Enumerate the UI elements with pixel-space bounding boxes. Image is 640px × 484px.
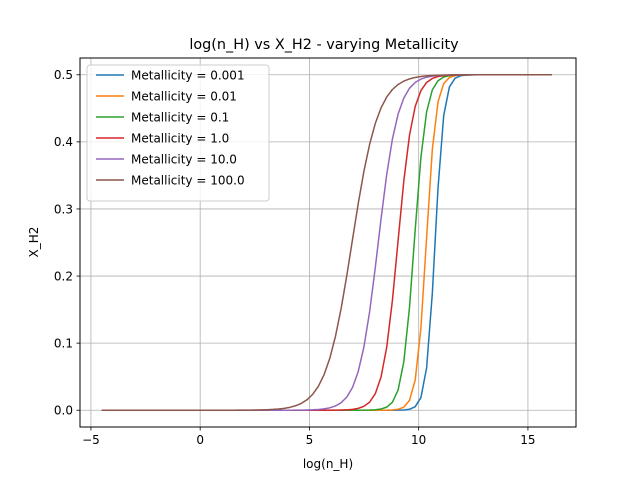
x-tick-label: 10 — [411, 433, 426, 447]
plot-frame — [79, 57, 577, 428]
legend-label: Metallicity = 100.0 — [131, 173, 245, 187]
legend-label: Metallicity = 0.1 — [131, 110, 229, 124]
legend-label: Metallicity = 10.0 — [131, 152, 237, 166]
x-axis-ticks: −5 0 5 10 15 — [82, 427, 536, 447]
y-axis-label: X_H2 — [27, 227, 41, 258]
series-line-5 — [101, 74, 552, 411]
legend-label: Metallicity = 1.0 — [131, 131, 229, 145]
data-lines — [101, 74, 552, 411]
y-tick-label: 0.3 — [54, 202, 73, 216]
y-tick-label: 0.5 — [54, 68, 73, 82]
y-tick-label: 0.1 — [54, 336, 73, 350]
y-tick-label: 0.0 — [54, 404, 73, 418]
y-tick-label: 0.2 — [54, 269, 73, 283]
legend: Metallicity = 0.001 Metallicity = 0.01 Met… — [86, 64, 270, 202]
x-tick-label: 5 — [306, 433, 314, 447]
legend-box — [86, 64, 270, 202]
chart-title: log(n_H) vs X_H2 - varying Metallicity — [189, 37, 459, 53]
x-tick-label: 15 — [520, 433, 535, 447]
y-tick-label: 0.4 — [54, 135, 73, 149]
x-tick-label: −5 — [82, 433, 100, 447]
legend-label: Metallicity = 0.01 — [131, 89, 237, 103]
x-axis-label: log(n_H) — [303, 457, 353, 471]
legend-label: Metallicity = 0.001 — [131, 68, 245, 82]
x-tick-label: 0 — [196, 433, 204, 447]
y-axis-ticks: 0.0 0.1 0.2 0.3 0.4 0.5 — [54, 68, 80, 418]
